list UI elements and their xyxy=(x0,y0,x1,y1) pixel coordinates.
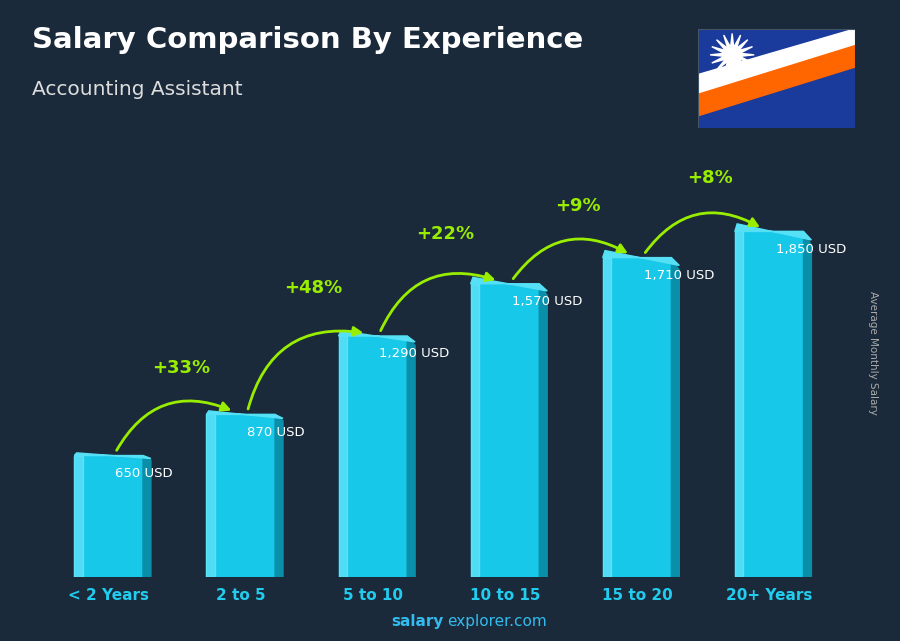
Polygon shape xyxy=(471,284,479,577)
Text: +22%: +22% xyxy=(417,224,474,243)
Polygon shape xyxy=(471,284,539,577)
Polygon shape xyxy=(275,415,283,577)
Polygon shape xyxy=(471,278,547,291)
Polygon shape xyxy=(338,336,346,577)
Text: Salary Comparison By Experience: Salary Comparison By Experience xyxy=(32,26,583,54)
Text: salary: salary xyxy=(392,615,444,629)
Polygon shape xyxy=(734,231,804,577)
Polygon shape xyxy=(75,456,143,577)
Text: +9%: +9% xyxy=(554,197,600,215)
Polygon shape xyxy=(698,29,855,128)
Polygon shape xyxy=(338,336,407,577)
Polygon shape xyxy=(143,456,151,577)
Polygon shape xyxy=(734,231,743,577)
Polygon shape xyxy=(603,251,680,265)
Text: 870 USD: 870 USD xyxy=(248,426,305,438)
Polygon shape xyxy=(710,33,754,76)
Polygon shape xyxy=(75,456,83,577)
Polygon shape xyxy=(603,258,611,577)
Text: Accounting Assistant: Accounting Assistant xyxy=(32,80,242,99)
Polygon shape xyxy=(407,336,415,577)
Polygon shape xyxy=(734,224,812,240)
Text: 650 USD: 650 USD xyxy=(115,467,173,479)
Text: +48%: +48% xyxy=(284,279,343,297)
Text: 1,850 USD: 1,850 USD xyxy=(776,243,846,256)
Text: +33%: +33% xyxy=(152,359,211,377)
Polygon shape xyxy=(804,231,812,577)
Polygon shape xyxy=(698,29,855,93)
Text: Average Monthly Salary: Average Monthly Salary xyxy=(868,290,878,415)
Polygon shape xyxy=(603,258,671,577)
Polygon shape xyxy=(338,331,415,342)
Polygon shape xyxy=(698,44,855,116)
Polygon shape xyxy=(206,411,283,419)
Polygon shape xyxy=(75,453,151,458)
Polygon shape xyxy=(539,284,547,577)
Text: 1,710 USD: 1,710 USD xyxy=(644,269,714,282)
Polygon shape xyxy=(671,258,680,577)
Text: 1,290 USD: 1,290 USD xyxy=(380,347,450,360)
Text: +8%: +8% xyxy=(687,169,733,187)
Text: 1,570 USD: 1,570 USD xyxy=(511,295,582,308)
Text: explorer.com: explorer.com xyxy=(447,615,547,629)
Polygon shape xyxy=(206,415,214,577)
Polygon shape xyxy=(206,415,275,577)
Polygon shape xyxy=(718,41,746,69)
